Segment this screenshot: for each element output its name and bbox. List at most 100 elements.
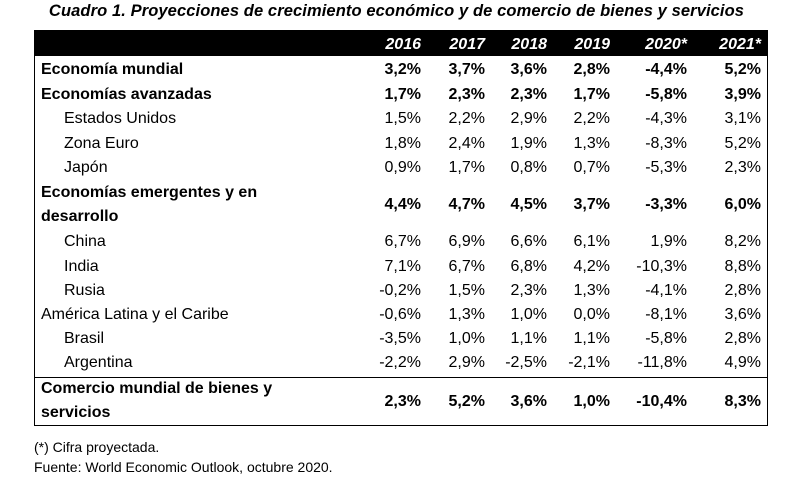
cell-2017: 2,2% [448, 110, 485, 127]
row-label: Argentina [64, 354, 133, 371]
row-label: Estados Unidos [64, 110, 177, 127]
cell-2019: 1,3% [573, 282, 610, 299]
year-header-2016: 2016 [385, 36, 421, 53]
cell-2020: -10,4% [636, 393, 687, 410]
cell-2020: -5,3% [645, 159, 687, 176]
cell-2019: 0,7% [573, 159, 610, 176]
cell-2017: 1,3% [448, 306, 485, 323]
cell-2019: 1,3% [573, 135, 610, 152]
cell-2017: 6,9% [448, 233, 485, 250]
cell-2019: 1,7% [573, 86, 610, 103]
cell-2020: -3,3% [645, 196, 687, 213]
row-label: Brasil [64, 330, 105, 347]
cell-2018: 6,6% [510, 233, 547, 250]
cell-2017: 2,4% [448, 135, 485, 152]
cell-2021: 3,9% [724, 86, 761, 103]
year-header-2019: 2019 [574, 36, 610, 53]
cell-2019: 4,2% [573, 258, 610, 275]
row-label: Japón [64, 159, 108, 176]
cell-2017: 3,7% [448, 61, 485, 78]
cell-2019: 1,0% [573, 393, 610, 410]
row-label-line2: desarrollo [41, 208, 119, 225]
cell-2020: -10,3% [636, 258, 687, 275]
cell-2017: 1,0% [448, 330, 485, 347]
cell-2016: 3,2% [384, 61, 421, 78]
cell-2021: 8,8% [724, 258, 761, 275]
cell-2020: -4,3% [645, 110, 687, 127]
cell-2016: 6,7% [384, 233, 421, 250]
footnote-projection: (*) Cifra proyectada. [34, 439, 160, 455]
cell-2018: 2,9% [510, 110, 547, 127]
cell-2018: 6,8% [510, 258, 547, 275]
cell-2019: 0,0% [573, 306, 610, 323]
cell-2016: 7,1% [384, 258, 421, 275]
cell-2021: 3,1% [724, 110, 761, 127]
cell-2016: 0,9% [384, 159, 421, 176]
table-header: 2016 2017 2018 2019 2020* 2021* [35, 31, 767, 56]
cell-2019: 1,1% [573, 330, 610, 347]
cell-2017: 4,7% [448, 196, 485, 213]
cell-2017: 1,5% [448, 282, 485, 299]
cell-2021: 8,3% [724, 393, 761, 410]
cell-2018: 3,6% [510, 393, 547, 410]
row-label: Zona Euro [64, 135, 139, 152]
cell-2018: 1,9% [510, 135, 547, 152]
table-title: Cuadro 1. Proyecciones de crecimiento ec… [48, 2, 745, 20]
cell-2021: 5,2% [724, 135, 761, 152]
cell-2019: 2,8% [573, 61, 610, 78]
cell-2018: 0,8% [510, 159, 547, 176]
footnote-source: Fuente: World Economic Outlook, octubre … [34, 459, 333, 475]
cell-2018: 3,6% [510, 61, 547, 78]
cell-2021: 8,2% [724, 233, 761, 250]
year-header-2020: 2020* [645, 36, 687, 53]
cell-2020: -4,4% [645, 61, 687, 78]
cell-2020: -8,3% [645, 135, 687, 152]
row-label: China [64, 233, 106, 250]
cell-2021: 2,8% [724, 330, 761, 347]
cell-2019: 3,7% [573, 196, 610, 213]
cell-2020: -5,8% [645, 86, 687, 103]
cell-2020: 1,9% [650, 233, 687, 250]
cell-2021: 4,9% [724, 354, 761, 371]
row-label: India [64, 258, 99, 275]
cell-2019: 6,1% [573, 233, 610, 250]
cell-2016: 4,4% [384, 196, 421, 213]
row-label-line2: servicios [41, 404, 111, 421]
row-label: Economía mundial [41, 61, 184, 78]
cell-2017: 1,7% [448, 159, 485, 176]
cell-2017: 6,7% [448, 258, 485, 275]
cell-2020: -11,8% [637, 354, 687, 371]
cell-2020: -8,1% [645, 306, 687, 323]
cell-2019: 2,2% [573, 110, 610, 127]
cell-2018: -2,5% [505, 354, 547, 371]
cell-2016: 2,3% [384, 393, 421, 410]
cell-2021: 3,6% [724, 306, 761, 323]
cell-2020: -5,8% [645, 330, 687, 347]
cell-2016: 1,5% [384, 110, 421, 127]
cell-2021: 2,8% [724, 282, 761, 299]
cell-2016: 1,7% [384, 86, 421, 103]
cell-2019: -2,1% [568, 354, 610, 371]
cell-2018: 1,1% [510, 330, 547, 347]
year-header-2018: 2018 [511, 36, 547, 53]
row-label-line1: Economías emergentes y en [41, 184, 258, 201]
year-header-2017: 2017 [449, 36, 485, 53]
row-label: Rusia [64, 282, 105, 299]
cell-2021: 6,0% [724, 196, 761, 213]
row-label: América Latina y el Caribe [41, 306, 229, 323]
table-divider [35, 377, 767, 378]
cell-2018: 1,0% [510, 306, 547, 323]
row-label: Economías avanzadas [41, 86, 212, 103]
cell-2017: 5,2% [448, 393, 485, 410]
cell-2021: 5,2% [724, 61, 761, 78]
year-header-2021: 2021* [719, 36, 761, 53]
cell-2016: -0,2% [379, 282, 421, 299]
row-label-line1: Comercio mundial de bienes y [41, 380, 273, 397]
cell-2020: -4,1% [645, 282, 687, 299]
cell-2016: 1,8% [384, 135, 421, 152]
cell-2018: 2,3% [510, 282, 547, 299]
cell-2017: 2,3% [448, 86, 485, 103]
cell-2018: 2,3% [510, 86, 547, 103]
cell-2021: 2,3% [724, 159, 761, 176]
cell-2018: 4,5% [510, 196, 547, 213]
